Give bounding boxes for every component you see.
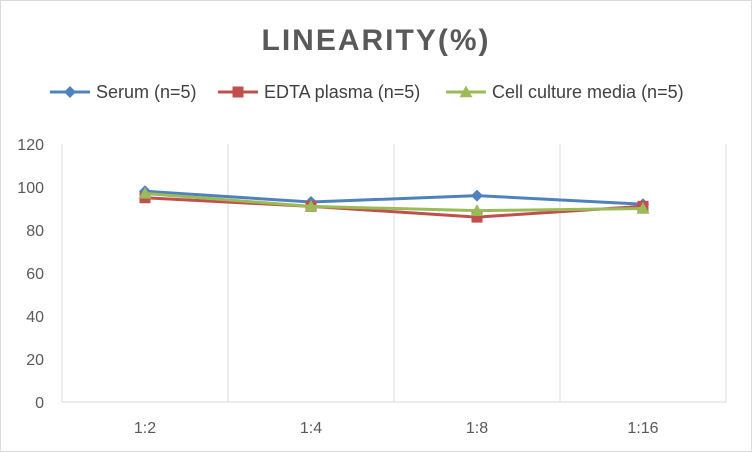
y-axis-ticks: 0 20 40 60 80 100 120	[17, 137, 44, 412]
x-tick-label: 1:4	[300, 420, 322, 437]
legend-marker	[459, 85, 473, 98]
legend-label: EDTA plasma (n=5)	[264, 82, 420, 102]
series-2	[138, 186, 650, 216]
x-axis-ticks: 1:2 1:4 1:8 1:16	[134, 420, 659, 437]
legend-item: Cell culture media (n=5)	[446, 82, 684, 102]
y-tick-label: 60	[26, 266, 44, 283]
y-tick-label: 100	[17, 180, 44, 197]
legend-item: Serum (n=5)	[50, 82, 197, 102]
series-line	[144, 189, 644, 206]
series-line	[144, 196, 644, 219]
data-point	[471, 189, 483, 202]
data-point	[636, 202, 650, 214]
legend-marker	[232, 86, 244, 98]
y-tick-label: 0	[35, 395, 44, 412]
legend-label: Serum (n=5)	[96, 82, 197, 102]
legend: Serum (n=5) EDTA plasma (n=5) Cell culture…	[50, 82, 684, 102]
legend-label: Cell culture media (n=5)	[492, 82, 684, 102]
data-point	[304, 199, 318, 212]
y-tick-label: 80	[26, 223, 44, 240]
data-point	[138, 186, 152, 199]
x-tick-label: 1:16	[627, 420, 658, 437]
y-tick-label: 20	[26, 352, 44, 369]
data-point	[470, 204, 484, 216]
y-tick-label: 120	[17, 137, 44, 154]
legend-item: EDTA plasma (n=5)	[218, 82, 420, 102]
legend-marker	[64, 86, 76, 98]
series-line	[144, 191, 644, 213]
x-tick-label: 1:8	[466, 420, 488, 437]
y-tick-label: 40	[26, 309, 44, 326]
data-point	[471, 211, 483, 223]
gridlines	[61, 144, 727, 402]
chart-title: LINEARITY(%)	[262, 24, 491, 57]
x-tick-label: 1:2	[134, 420, 156, 437]
series-layer	[138, 185, 650, 223]
